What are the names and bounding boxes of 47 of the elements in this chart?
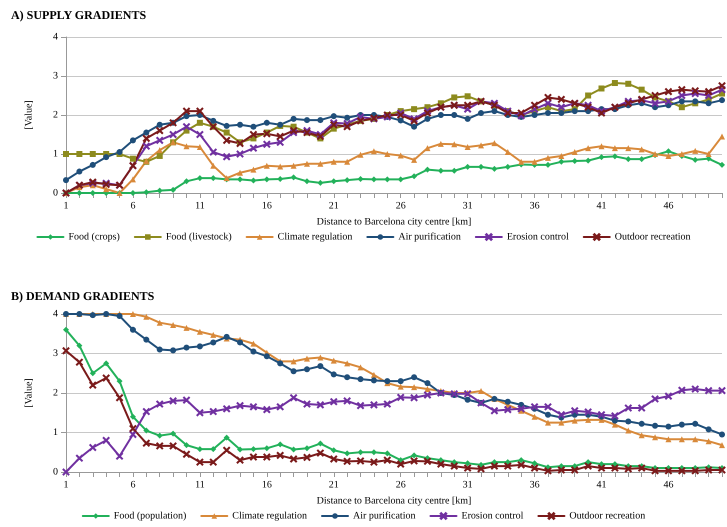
legend-label: Food (livestock) — [166, 232, 232, 242]
y-tick-label: 0 — [53, 466, 58, 478]
x-tick-label: 36 — [530, 480, 540, 490]
x-tick-label: 26 — [396, 480, 406, 490]
x-axis-title: Distance to Barcelona city centre [km] — [316, 496, 472, 506]
y-tick-label: 2 — [53, 110, 58, 120]
x-tick-label: 41 — [596, 480, 607, 490]
chart-title: B) DEMAND GRADIENTS — [11, 289, 155, 303]
x-tick-label: 11 — [195, 480, 205, 490]
x-tick-label: 31 — [462, 200, 473, 212]
x-tick-label: 36 — [530, 200, 540, 212]
y-tick-label: 4 — [53, 308, 58, 320]
y-tick-label: 1 — [53, 427, 58, 438]
legend-label: Outdoor recreation — [569, 510, 646, 522]
x-axis-title: Distance to Barcelona city centre [km] — [316, 216, 472, 228]
x-tick-label: 41 — [596, 200, 607, 212]
legend-label: Climate regulation — [278, 232, 352, 242]
x-tick-label: 16 — [262, 480, 272, 490]
legend-label: Food (population) — [114, 510, 186, 522]
legend-label: Erosion control — [506, 232, 569, 242]
y-tick-label: 3 — [53, 70, 58, 82]
y-axis-title: [Value] — [24, 100, 34, 130]
y-axis-title: [Value] — [24, 378, 34, 408]
x-tick-label: 1 — [64, 200, 68, 212]
legend-label: Air purification — [352, 510, 416, 522]
x-tick-label: 21 — [328, 200, 339, 212]
y-tick-label: 4 — [53, 32, 58, 42]
x-tick-label: 11 — [195, 200, 205, 212]
y-tick-label: 3 — [53, 348, 58, 359]
legend-label: Erosion control — [461, 510, 524, 522]
x-tick-label: 6 — [130, 200, 136, 212]
y-tick-label: 1 — [53, 148, 58, 160]
legend-label: Outdoor recreation — [614, 232, 691, 242]
legend-label: Air purification — [398, 232, 461, 242]
x-tick-label: 26 — [396, 200, 406, 212]
x-tick-label: 16 — [262, 200, 272, 212]
x-tick-label: 46 — [663, 200, 674, 212]
x-tick-label: 6 — [130, 480, 136, 490]
x-tick-label: 46 — [663, 480, 674, 490]
legend-label: Food (crops) — [68, 232, 120, 242]
x-tick-label: 1 — [64, 480, 68, 490]
y-tick-label: 0 — [53, 188, 58, 198]
y-tick-label: 2 — [53, 388, 58, 398]
x-tick-label: 31 — [462, 480, 473, 490]
legend-label: Climate regulation — [232, 510, 307, 522]
x-tick-label: 21 — [328, 480, 339, 490]
chart-title: A) SUPPLY GRADIENTS — [11, 8, 146, 22]
